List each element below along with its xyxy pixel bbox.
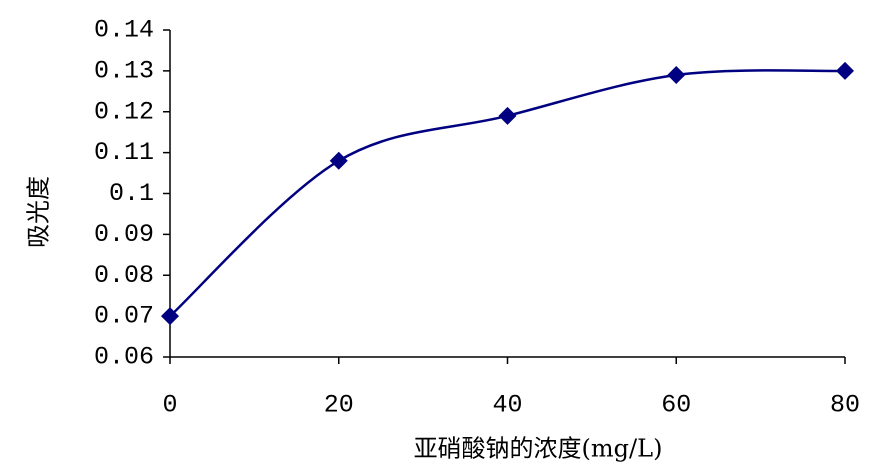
- y-tick-label: 0.1: [109, 179, 154, 208]
- x-tick-label: 0: [162, 391, 177, 420]
- marker: [667, 65, 686, 84]
- marker: [836, 61, 854, 80]
- y-tick-label: 0.08: [94, 261, 154, 290]
- y-tick-label: 0.12: [94, 97, 154, 126]
- y-tick-label: 0.14: [94, 16, 154, 45]
- y-tick-label: 0.06: [94, 343, 154, 372]
- marker: [498, 106, 517, 125]
- x-tick-label: 80: [830, 391, 860, 420]
- y-tick-label: 0.11: [94, 138, 154, 167]
- y-axis-label: 吸光度: [25, 176, 53, 248]
- y-tick-label: 0.07: [94, 302, 154, 331]
- marker: [329, 151, 348, 170]
- x-tick-label: 60: [661, 391, 691, 420]
- x-tick-label: 40: [492, 391, 522, 420]
- x-axis-label: 亚硝酸钠的浓度(mg/L): [414, 435, 663, 463]
- y-tick-label: 0.13: [94, 56, 154, 85]
- y-tick-label: 0.09: [94, 220, 154, 249]
- x-tick-label: 20: [324, 391, 354, 420]
- marker: [161, 307, 179, 326]
